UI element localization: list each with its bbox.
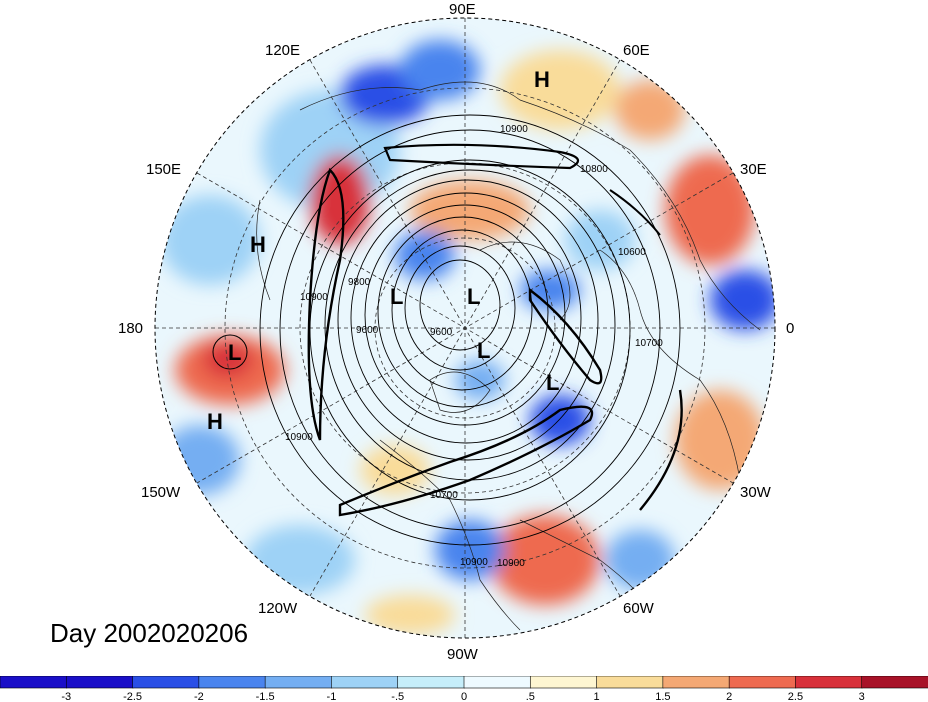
lon-label-30e: 30E — [740, 161, 767, 178]
colorbar-swatch — [264, 676, 333, 689]
colorbar-tick-label: -2 — [194, 691, 204, 702]
contour-label: 10900 — [460, 557, 488, 568]
colorbar-tick-label: -.5 — [391, 691, 404, 702]
jet-contours — [212, 143, 683, 517]
day-label: Day 2002020206 — [50, 618, 249, 648]
colorbar-swatch — [861, 676, 928, 689]
colorbar-swatch — [662, 676, 730, 689]
low-marker: L — [477, 338, 490, 363]
colorbar-swatch — [463, 676, 532, 689]
colorbar-tick-label: 3 — [859, 691, 865, 702]
colorbar: -3 -2.5 -2 -1.5 -1 -.5 0 .5 1 1.5 2 2.5 3 — [0, 676, 928, 702]
colorbar-tick-label: -1 — [327, 691, 337, 702]
colorbar-swatch — [728, 676, 797, 689]
polar-stereographic-map: 10900 10800 10600 10700 10900 9800 9600 … — [118, 1, 794, 663]
height-contours — [259, 114, 681, 546]
contour-label: 9600 — [356, 325, 379, 336]
contour-label: 10600 — [618, 247, 646, 258]
colorbar-tick-label: 2.5 — [788, 691, 803, 702]
colorbar-tick-label: 1 — [594, 691, 600, 702]
colorbar-swatch — [529, 676, 598, 689]
lon-label-150w: 150W — [141, 484, 181, 501]
lon-label-90w: 90W — [447, 646, 479, 663]
colorbar-swatch — [65, 676, 134, 689]
colorbar-swatch — [331, 676, 399, 689]
high-marker: H — [250, 232, 266, 257]
longitude-labels: 90E 60E 30E 0 30W 60W 90W 120W 150W 180 … — [118, 1, 794, 663]
high-marker: H — [207, 409, 223, 434]
low-marker: L — [546, 370, 559, 395]
colorbar-swatch — [596, 676, 664, 689]
high-marker: H — [534, 67, 550, 92]
lon-label-0: 0 — [786, 320, 794, 337]
contour-label: 10900 — [285, 432, 313, 443]
contour-label: 10800 — [580, 164, 608, 175]
lon-label-60e: 60E — [623, 42, 650, 59]
colorbar-swatch — [198, 676, 266, 689]
contour-label: 10900 — [497, 558, 525, 569]
colorbar-tick-label: 1.5 — [655, 691, 670, 702]
lon-label-180: 180 — [118, 320, 143, 337]
contour-label: 10900 — [500, 124, 528, 135]
low-marker: L — [228, 340, 241, 365]
lon-label-90e: 90E — [449, 1, 476, 18]
pressure-markers: H H H L L L L L — [207, 67, 559, 434]
map-boundary — [154, 17, 776, 639]
colorbar-tick-label: .5 — [526, 691, 535, 702]
contour-label: 10900 — [300, 292, 328, 303]
lon-label-30w: 30W — [740, 484, 772, 501]
contour-label: 9800 — [348, 277, 371, 288]
colorbar-swatch — [132, 676, 200, 689]
contour-label: 10700 — [635, 338, 663, 349]
colorbar-swatch — [0, 676, 68, 689]
colorbar-tick-label: 0 — [461, 691, 467, 702]
contour-label: 10700 — [430, 490, 458, 501]
colorbar-swatch — [795, 676, 863, 689]
colorbar-tick-label: 2 — [726, 691, 732, 702]
colorbar-tick-label: -3 — [61, 691, 71, 702]
colorbar-swatch — [397, 676, 465, 689]
low-marker: L — [467, 284, 480, 309]
low-marker: L — [390, 284, 403, 309]
lon-label-150e: 150E — [146, 161, 181, 178]
lon-label-120e: 120E — [265, 42, 300, 59]
contour-labels: 10900 10800 10600 10700 10900 9800 9600 … — [285, 124, 663, 569]
lon-label-120w: 120W — [258, 600, 298, 617]
colorbar-tick-label: -1.5 — [256, 691, 275, 702]
contour-label: 9600 — [430, 327, 453, 338]
colorbar-tick-label: -2.5 — [123, 691, 142, 702]
lon-label-60w: 60W — [623, 600, 655, 617]
